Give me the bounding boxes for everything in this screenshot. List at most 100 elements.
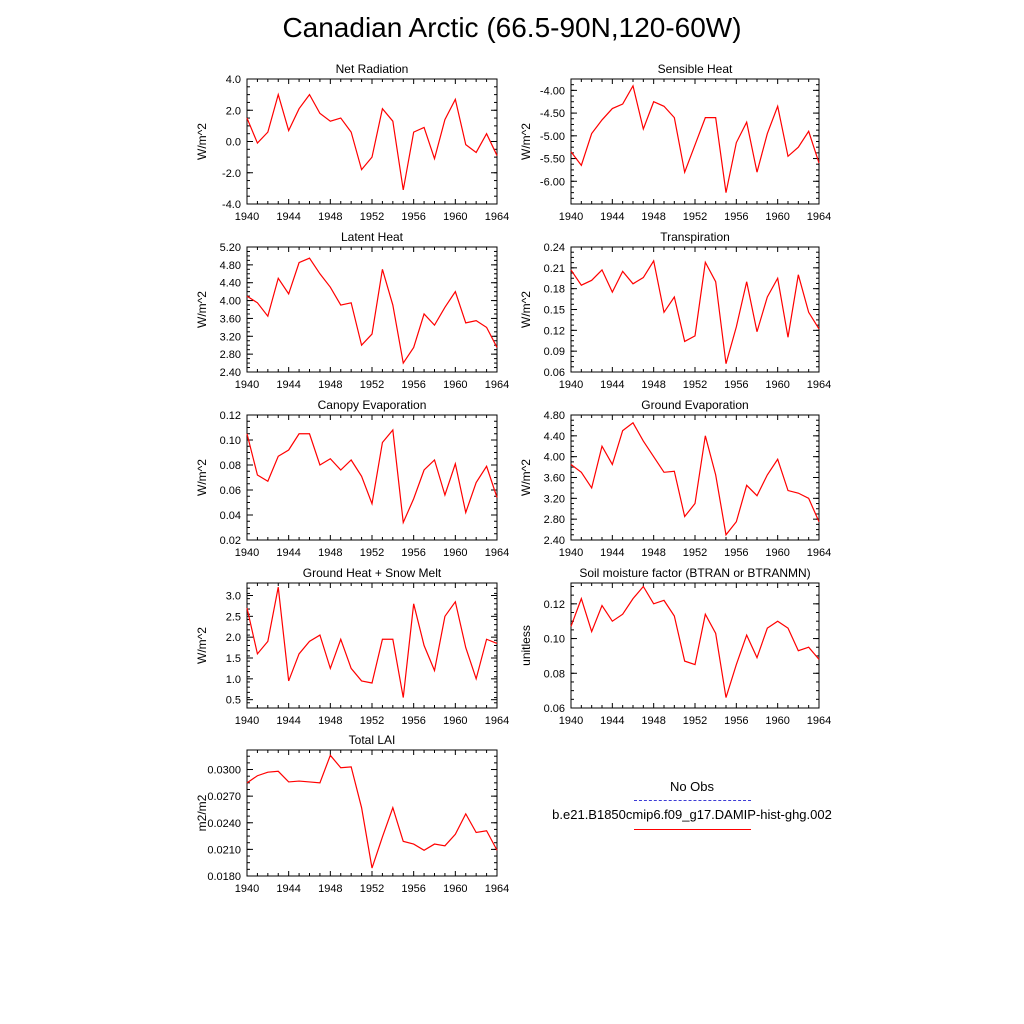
- y-tick-label: -5.50: [540, 154, 565, 166]
- y-tick-label: 0.5: [226, 695, 241, 707]
- y-tick-label: 0.15: [544, 305, 565, 317]
- series-line: [570, 84, 820, 193]
- panel-7: 1940 1944 1948 1952 1956 1960 1964 0.06 0.08 0.10…: [519, 566, 831, 727]
- y-tick-label: 2.0: [226, 105, 241, 117]
- x-tick-label: 1960: [765, 547, 789, 559]
- y-tick-label: 5.20: [220, 242, 241, 254]
- x-tick-label: 1948: [641, 715, 665, 727]
- series-line: [570, 421, 820, 537]
- y-tick-label: 0.24: [544, 242, 565, 254]
- y-tick-label: -4.00: [540, 85, 565, 97]
- x-tick-label: 1940: [559, 379, 583, 391]
- y-tick-label: 3.20: [544, 493, 565, 505]
- y-tick-label: 0.08: [544, 668, 565, 680]
- y-tick-label: 0.12: [544, 599, 565, 611]
- y-tick-label: 0.10: [544, 634, 565, 646]
- y-tick-label: 0.0270: [207, 791, 241, 803]
- x-tick-label: 1948: [318, 715, 342, 727]
- x-tick-label: 1960: [765, 211, 789, 223]
- y-tick-label: 0.0180: [207, 871, 241, 883]
- x-tick-label: 1952: [360, 715, 384, 727]
- y-tick-label: 0.0: [226, 137, 241, 149]
- y-tick-label: 4.0: [226, 74, 241, 86]
- y-tick-label: 2.40: [544, 535, 565, 547]
- panel-title: Sensible Heat: [658, 62, 733, 76]
- y-tick-label: 0.12: [544, 325, 565, 337]
- x-tick-label: 1952: [683, 715, 707, 727]
- panel-8: 1940 1944 1948 1952 1956 1960 1964 0.0180 0.0210…: [195, 733, 509, 895]
- panel-frame: [246, 246, 498, 373]
- y-tick-label: -4.50: [540, 108, 565, 120]
- panel-5: 1940 1944 1948 1952 1956 1960 1964 2.40 2.80 3.20…: [519, 398, 831, 559]
- x-tick-label: 1964: [807, 715, 831, 727]
- x-tick-label: 1944: [276, 883, 300, 895]
- x-tick-label: 1944: [276, 211, 300, 223]
- x-tick-label: 1940: [235, 379, 259, 391]
- y-tick-label: 4.80: [544, 410, 565, 422]
- y-tick-label: 3.60: [544, 473, 565, 485]
- x-tick-label: 1964: [485, 211, 509, 223]
- y-tick-label: 0.0300: [207, 765, 241, 777]
- series-line: [246, 754, 498, 869]
- x-tick-label: 1944: [600, 379, 624, 391]
- x-tick-label: 1956: [724, 379, 748, 391]
- panel-frame: [570, 582, 820, 709]
- legend-model-line: [634, 829, 751, 830]
- figure-title: Canadian Arctic (66.5-90N,120-60W): [282, 12, 742, 43]
- panel-2: 1940 1944 1948 1952 1956 1960 1964 2.40 2.80 3.20…: [195, 230, 509, 391]
- x-tick-label: 1944: [600, 547, 624, 559]
- y-tick-label: 0.21: [544, 263, 565, 275]
- panel-title: Soil moisture factor (BTRAN or BTRANMN): [579, 566, 810, 580]
- x-tick-label: 1960: [765, 715, 789, 727]
- y-tick-label: 0.0240: [207, 818, 241, 830]
- y-tick-label: 0.18: [544, 284, 565, 296]
- y-axis-label: m2/m2: [195, 794, 209, 831]
- y-tick-label: 2.80: [544, 514, 565, 526]
- y-tick-label: 0.06: [544, 367, 565, 379]
- panel-3: 1940 1944 1948 1952 1956 1960 1964 0.06 0.09 0.12…: [519, 230, 831, 391]
- y-tick-label: -2.0: [222, 168, 241, 180]
- panel-1: 1940 1944 1948 1952 1956 1960 1964 -6.00 -5.50 -5…: [519, 62, 831, 223]
- panel-frame: [246, 78, 498, 205]
- panel-6: 1940 1944 1948 1952 1956 1960 1964 0.5 1.0 1.5 2.0…: [195, 566, 509, 727]
- panel-title: Net Radiation: [336, 62, 409, 76]
- panel-frame: [246, 749, 498, 877]
- x-tick-label: 1956: [401, 883, 425, 895]
- panel-title: Transpiration: [660, 230, 730, 244]
- y-axis-label: W/m^2: [519, 123, 533, 160]
- panel-title: Ground Heat + Snow Melt: [303, 566, 442, 580]
- x-tick-label: 1964: [485, 715, 509, 727]
- x-tick-label: 1940: [559, 715, 583, 727]
- x-tick-label: 1952: [683, 547, 707, 559]
- series-line: [246, 92, 498, 191]
- x-tick-label: 1940: [235, 547, 259, 559]
- panel-title: Ground Evaporation: [641, 398, 748, 412]
- x-tick-label: 1952: [360, 211, 384, 223]
- y-tick-label: 0.06: [220, 485, 241, 497]
- x-tick-label: 1944: [276, 715, 300, 727]
- x-tick-label: 1960: [443, 883, 467, 895]
- y-tick-label: 0.06: [544, 703, 565, 715]
- panel-frame: [570, 246, 820, 373]
- y-tick-label: 0.02: [220, 535, 241, 547]
- x-tick-label: 1956: [401, 547, 425, 559]
- y-tick-label: 4.00: [544, 452, 565, 464]
- y-tick-label: 3.60: [220, 313, 241, 325]
- series-line: [246, 587, 498, 698]
- y-tick-label: 0.04: [220, 510, 241, 522]
- y-tick-label: 3.20: [220, 331, 241, 343]
- x-tick-label: 1944: [276, 547, 300, 559]
- panel-title: Latent Heat: [341, 230, 404, 244]
- y-tick-label: 0.12: [220, 410, 241, 422]
- y-tick-label: 0.10: [220, 435, 241, 447]
- legend-obs-line: [634, 800, 751, 801]
- y-tick-label: 2.80: [220, 349, 241, 361]
- panel-frame: [570, 414, 820, 541]
- y-tick-label: 4.40: [220, 278, 241, 290]
- x-tick-label: 1964: [485, 547, 509, 559]
- y-tick-label: 4.80: [220, 260, 241, 272]
- series-line: [570, 259, 820, 364]
- legend-obs-label: No Obs: [669, 779, 715, 794]
- x-tick-label: 1940: [559, 211, 583, 223]
